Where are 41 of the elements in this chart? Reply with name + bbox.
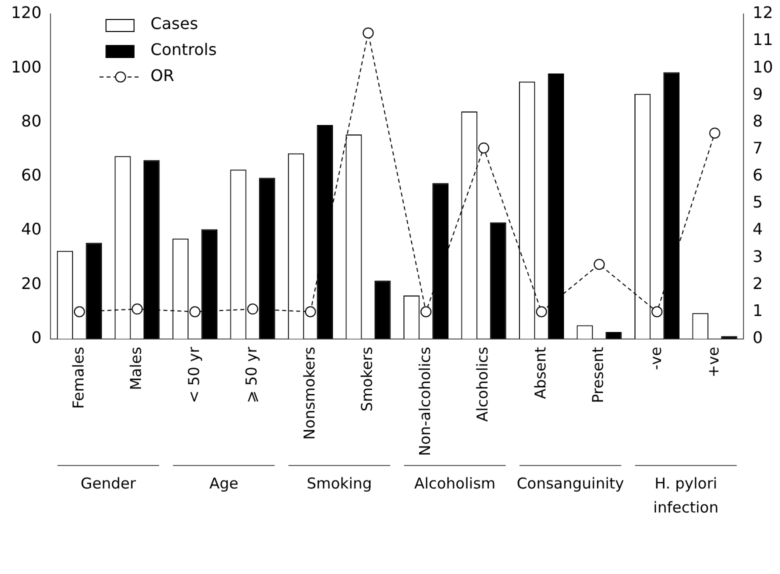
x-tick-label: Present [589, 346, 608, 404]
text: Gender [80, 474, 137, 492]
y-tick-label: 60 [21, 166, 42, 185]
text: Alcoholism [414, 474, 496, 492]
text: Age [209, 474, 238, 492]
x-tick-label: Nonsmokers [300, 346, 318, 440]
y2-tick-label: 9 [752, 84, 763, 104]
y2-tick-label: 5 [752, 192, 763, 212]
y-tick-label: 100 [10, 57, 42, 76]
legend-label: Cases [150, 14, 198, 34]
y2-tick-label: 7 [752, 138, 763, 158]
y2-tick-label: 2 [752, 274, 763, 293]
text: H. pylori infection [653, 474, 718, 516]
x-tick-label: -ve [646, 346, 665, 370]
x-tick-label: Alcoholics [474, 346, 492, 422]
y2-tick-label: 8 [752, 111, 763, 130]
legend-label: OR [150, 66, 174, 86]
y2-tick-label: 6 [752, 166, 763, 185]
y2-tick-label: 12 [752, 3, 773, 22]
x-tick-label: Smokers [358, 346, 376, 412]
y-tick-label: 20 [21, 274, 42, 293]
y2-tick-label: 10 [752, 57, 773, 76]
y-tick-label: 0 [31, 328, 42, 347]
y-tick-label: 120 [10, 3, 42, 22]
x-tick-label: +ve [704, 346, 723, 378]
y2-tick-label: 3 [752, 246, 763, 266]
x-tick-label: Non-alcoholics [416, 346, 434, 456]
x-tick-label: < 50 yr [184, 346, 203, 404]
text: Consanguinity [516, 474, 624, 492]
text: Smoking [306, 474, 372, 492]
y-tick-label: 80 [21, 111, 42, 130]
legend-label: Controls [150, 40, 217, 60]
y2-tick-label: 0 [752, 328, 763, 347]
y2-tick-label: 11 [752, 30, 773, 50]
y2-tick-label: 1 [752, 300, 763, 320]
x-tick-label: Females [69, 346, 88, 409]
x-tick-label: Males [127, 346, 146, 390]
x-tick-label: Absent [531, 346, 550, 400]
y2-tick-label: 4 [752, 220, 763, 239]
x-tick-label: ⩾ 50 yr [242, 346, 261, 404]
y-tick-label: 40 [21, 220, 42, 239]
